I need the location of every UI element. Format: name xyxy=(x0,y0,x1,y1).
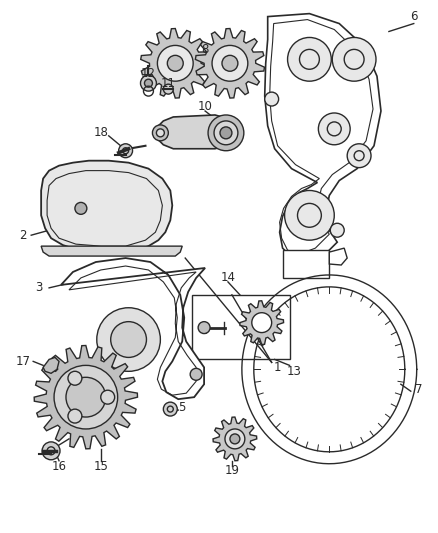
Text: 11: 11 xyxy=(161,77,176,90)
Circle shape xyxy=(225,429,245,449)
Polygon shape xyxy=(34,345,138,449)
Circle shape xyxy=(66,377,106,417)
Circle shape xyxy=(101,390,115,404)
Text: 2: 2 xyxy=(20,229,27,241)
Circle shape xyxy=(190,368,202,380)
Circle shape xyxy=(347,144,371,168)
Circle shape xyxy=(163,402,177,416)
Polygon shape xyxy=(283,250,329,278)
Text: 5: 5 xyxy=(179,401,186,414)
Polygon shape xyxy=(43,358,59,373)
Circle shape xyxy=(230,434,240,444)
Circle shape xyxy=(152,125,168,141)
Circle shape xyxy=(157,45,193,81)
Bar xyxy=(192,295,290,359)
Circle shape xyxy=(156,129,164,137)
Circle shape xyxy=(220,127,232,139)
Text: 7: 7 xyxy=(415,383,423,395)
Circle shape xyxy=(145,79,152,87)
Text: 8: 8 xyxy=(201,43,209,56)
Polygon shape xyxy=(155,115,230,149)
Polygon shape xyxy=(41,246,182,256)
Polygon shape xyxy=(329,248,347,265)
Circle shape xyxy=(42,442,60,460)
Polygon shape xyxy=(61,258,205,399)
Text: 16: 16 xyxy=(52,460,67,473)
Text: 6: 6 xyxy=(410,10,417,23)
Text: 19: 19 xyxy=(224,464,240,477)
Circle shape xyxy=(68,372,82,385)
Circle shape xyxy=(167,55,183,71)
Circle shape xyxy=(119,144,133,158)
Circle shape xyxy=(212,45,248,81)
Text: 10: 10 xyxy=(198,100,212,112)
Circle shape xyxy=(141,75,156,91)
Circle shape xyxy=(285,190,334,240)
Text: 17: 17 xyxy=(16,355,31,368)
Text: 15: 15 xyxy=(93,460,108,473)
Polygon shape xyxy=(265,14,381,262)
Circle shape xyxy=(330,223,344,237)
Circle shape xyxy=(332,37,376,81)
Circle shape xyxy=(97,308,160,372)
Polygon shape xyxy=(141,29,210,98)
Text: 13: 13 xyxy=(287,365,302,378)
Circle shape xyxy=(54,365,118,429)
Circle shape xyxy=(208,115,244,151)
Circle shape xyxy=(68,409,82,423)
Circle shape xyxy=(198,321,210,334)
Polygon shape xyxy=(41,160,172,252)
Polygon shape xyxy=(213,417,257,461)
Circle shape xyxy=(111,321,146,358)
Circle shape xyxy=(265,92,279,106)
Polygon shape xyxy=(240,301,283,344)
Text: 14: 14 xyxy=(220,271,236,285)
Circle shape xyxy=(288,37,331,81)
Circle shape xyxy=(252,313,272,333)
Text: 12: 12 xyxy=(141,67,156,80)
Circle shape xyxy=(163,84,173,94)
Circle shape xyxy=(75,203,87,214)
Text: 18: 18 xyxy=(93,126,108,139)
Polygon shape xyxy=(195,29,265,98)
Circle shape xyxy=(318,113,350,145)
Circle shape xyxy=(222,55,238,71)
Circle shape xyxy=(214,121,238,145)
Text: 3: 3 xyxy=(35,281,43,294)
Text: 1: 1 xyxy=(274,361,281,374)
